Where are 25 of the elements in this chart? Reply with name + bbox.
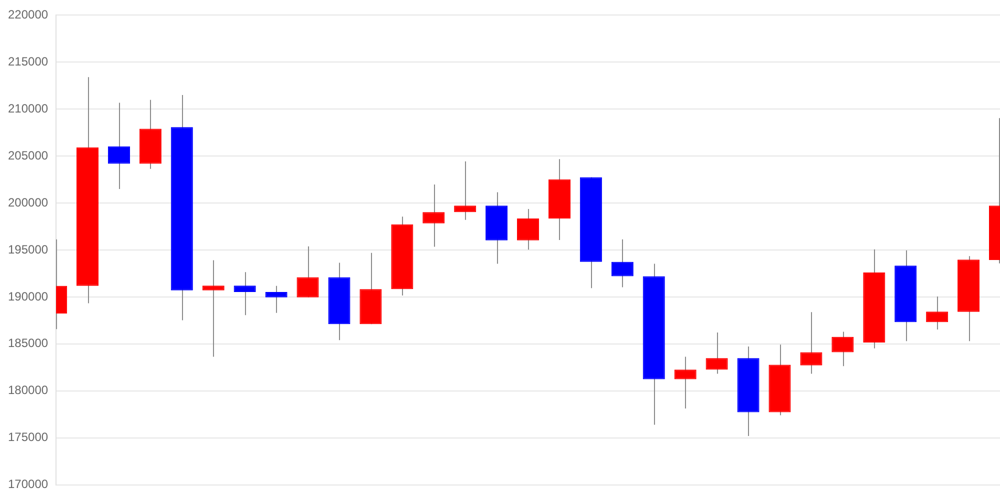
y-tick-label: 200000 bbox=[8, 195, 48, 210]
y-tick-label: 205000 bbox=[8, 148, 48, 162]
candlestick bbox=[265, 285, 288, 314]
y-tick-label: 180000 bbox=[8, 383, 48, 398]
candlestick bbox=[926, 296, 948, 330]
candlestick bbox=[108, 102, 130, 190]
candlestick bbox=[454, 160, 476, 220]
y-tick-label: 175000 bbox=[8, 430, 48, 444]
candlestick bbox=[517, 208, 540, 250]
y-tick-label: 215000 bbox=[8, 54, 48, 68]
y-tick-label: 185000 bbox=[8, 336, 48, 350]
candlestick bbox=[234, 272, 256, 316]
y-tick-label: 220000 bbox=[8, 8, 48, 22]
candlestick bbox=[674, 356, 696, 409]
candlestick bbox=[800, 312, 822, 374]
y-tick-label: 170000 bbox=[8, 477, 48, 492]
candlestick bbox=[611, 238, 634, 288]
candlestick bbox=[422, 184, 445, 248]
y-tick-label: 190000 bbox=[8, 289, 48, 304]
candlestick bbox=[706, 332, 728, 374]
candlestick bbox=[832, 331, 854, 367]
y-tick-label: 195000 bbox=[8, 242, 48, 256]
candlestick bbox=[202, 260, 224, 358]
candlestick bbox=[296, 246, 319, 298]
y-tick-label: 210000 bbox=[8, 101, 48, 116]
